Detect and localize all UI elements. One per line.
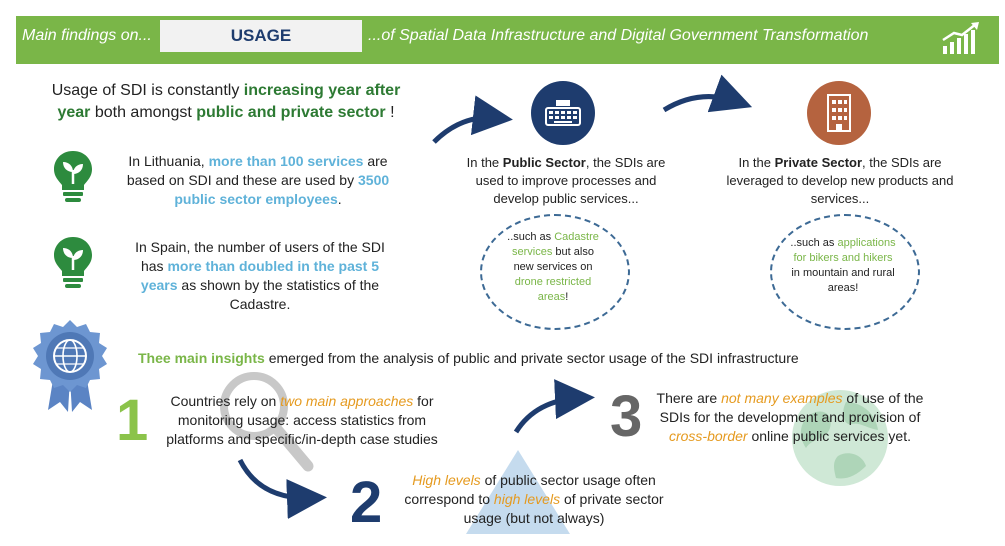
- insight-text: of private sector usage (but not always): [463, 491, 664, 526]
- arrow-to-insight-2: [237, 458, 327, 519]
- insights-title: Thee main insights emerged from the anal…: [138, 350, 799, 366]
- public-sector-text: In the Public Sector, the SDIs are used …: [452, 154, 680, 208]
- insight-text: Countries rely on: [170, 393, 281, 409]
- arrow-to-public: [432, 95, 513, 144]
- private-sector-bubble: [770, 214, 920, 330]
- globe-award-badge-icon: [33, 320, 107, 412]
- insight-highlight: not many examples: [721, 390, 843, 406]
- intro-text: both amongst: [90, 104, 197, 121]
- bubble-highlight: drone restricted areas: [514, 276, 592, 303]
- insight-text: of use of the SDIs for the development a…: [659, 390, 924, 425]
- public-sector-bubble: [480, 214, 630, 330]
- insight-highlight: High levels: [412, 472, 481, 488]
- insight-1-text: Countries rely on two main approaches fo…: [150, 392, 454, 449]
- intro-statement: Usage of SDI is constantly increasing ye…: [36, 80, 416, 124]
- sector-bold: Private Sector: [774, 155, 863, 170]
- bar-chart-growth-icon: [942, 22, 979, 54]
- intro-text: !: [385, 104, 395, 121]
- fact-highlight: more than 100 services: [208, 153, 364, 169]
- fact-spain: In Spain, the number of users of the SDI…: [128, 238, 392, 314]
- insight-number: 1: [116, 388, 149, 453]
- bubble-highlight: applications for bikers and hikers: [793, 237, 896, 264]
- insight-text: There are: [656, 390, 722, 406]
- insight-text: online public services yet.: [747, 428, 911, 444]
- bubble-highlight: Cadastre services: [512, 231, 599, 258]
- fact-lithuania: In Lithuania, more than 100 services are…: [118, 152, 398, 209]
- magnifier-icon: [220, 372, 314, 472]
- insight-2-text: High levels of public sector usage often…: [388, 471, 680, 528]
- keyboard-icon: [531, 81, 595, 145]
- sector-text: , the SDIs are leveraged to develop new …: [726, 155, 954, 206]
- insight-3-text: There are not many examples of use of th…: [644, 389, 936, 446]
- lightbulb-plant-icon: [54, 237, 92, 288]
- fact-text: as shown by the statistics of the Cadast…: [177, 277, 380, 312]
- private-sector-text: In the Private Sector, the SDIs are leve…: [722, 154, 958, 208]
- intro-text: Usage of SDI is constantly: [51, 82, 244, 99]
- fact-text: are based on SDI and these are used by: [126, 153, 388, 188]
- insight-number: 3: [610, 384, 643, 449]
- insights-title-text: emerged from the analysis of public and …: [264, 350, 799, 366]
- insight-text: for monitoring usage: access statistics …: [166, 393, 438, 447]
- public-sector-examples: ..such as Cadastre services but also new…: [502, 230, 604, 305]
- bubble-text: but also new services on: [513, 246, 594, 273]
- banner-suffix: ...of Spatial Data Infrastructure and Di…: [368, 27, 869, 44]
- fact-text: In Spain, the number of users of the SDI…: [135, 239, 385, 274]
- private-sector-examples: ..such as applications for bikers and hi…: [790, 236, 896, 296]
- insight-highlight: two main approaches: [280, 393, 414, 409]
- fact-highlight: more than doubled in the past 5 years: [140, 258, 380, 293]
- bubble-text: in mountain and rural areas!: [791, 267, 895, 294]
- intro-highlight: public and private sector: [196, 104, 386, 121]
- triangle-shape: [466, 450, 570, 534]
- fact-text: In Lithuania,: [128, 153, 209, 169]
- fact-text: .: [337, 191, 342, 207]
- banner-topic: USAGE: [160, 20, 362, 52]
- sector-text: , the SDIs are used to improve processes…: [475, 155, 666, 206]
- banner-prefix: Main findings on...: [22, 27, 152, 44]
- globe-icon: [792, 390, 888, 486]
- sector-text: In the: [738, 155, 775, 170]
- arrow-to-private: [662, 74, 753, 113]
- fact-highlight: 3500 public sector employees: [174, 172, 390, 207]
- lightbulb-plant-icon: [54, 151, 92, 202]
- insight-highlight: high levels: [493, 491, 561, 507]
- sector-text: In the: [466, 155, 503, 170]
- bubble-text: ..such as: [790, 237, 838, 249]
- insight-number: 2: [350, 470, 383, 535]
- arrow-to-insight-3: [513, 379, 595, 434]
- insights-title-highlight: Thee main insights: [138, 350, 265, 366]
- insight-text: of public sector usage often correspond …: [404, 472, 656, 507]
- bubble-text: ..such as: [507, 231, 555, 243]
- insight-highlight: cross-border: [668, 428, 748, 444]
- sector-bold: Public Sector: [502, 155, 586, 170]
- intro-highlight: increasing year after year: [57, 82, 401, 121]
- building-icon: [807, 81, 871, 145]
- bubble-text: !: [565, 291, 569, 303]
